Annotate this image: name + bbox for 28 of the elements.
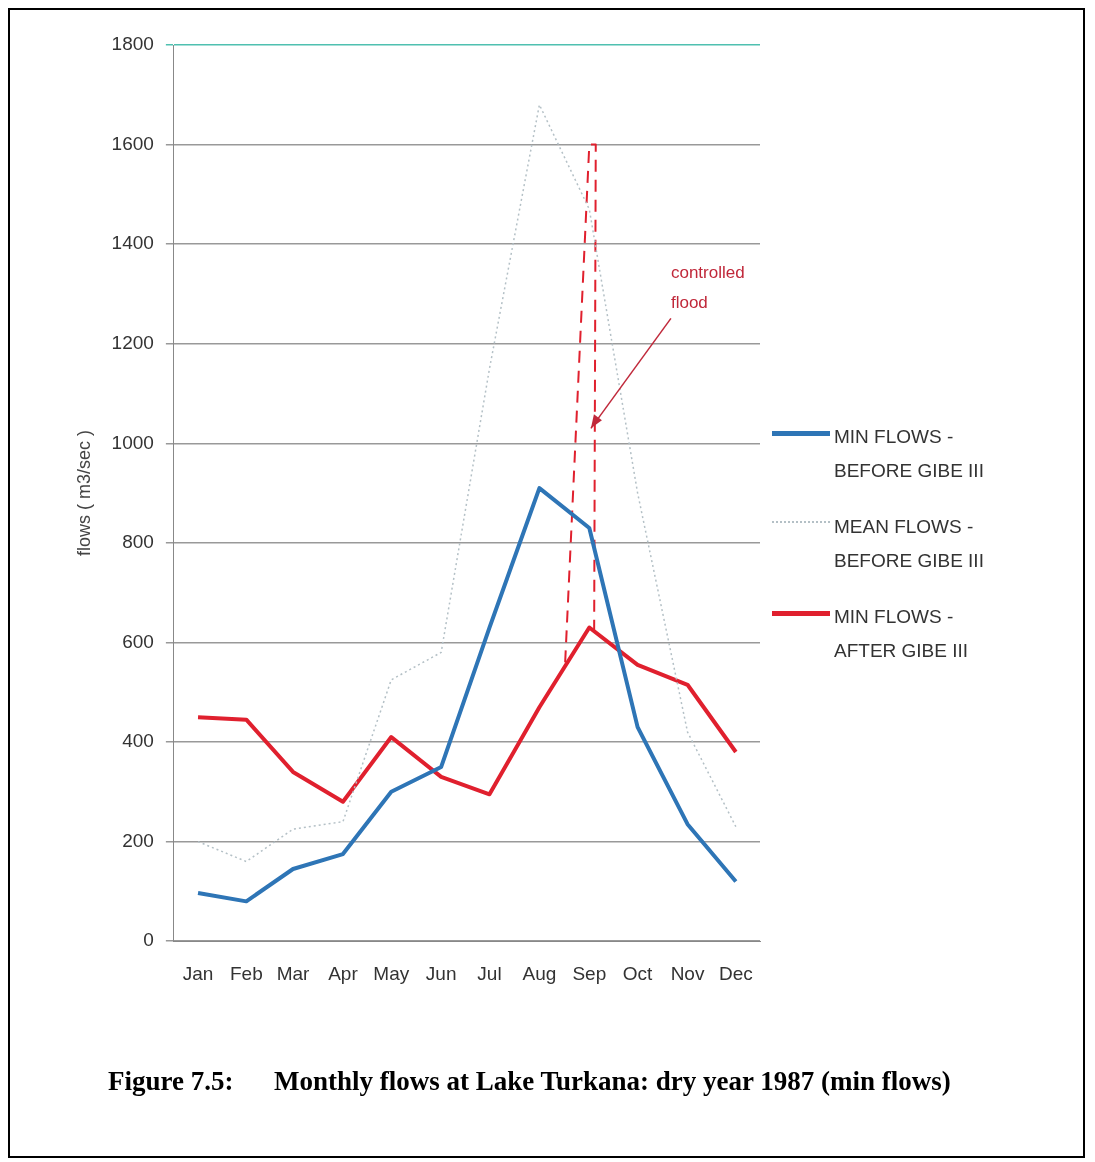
y-tick-label: 200 bbox=[122, 829, 154, 851]
x-tick-label: Apr bbox=[328, 962, 359, 984]
legend-label: MEAN FLOWS - BEFORE GIBE III bbox=[834, 515, 984, 573]
y-axis-title: flows ( m3/sec ) bbox=[73, 430, 94, 557]
annotation: controlled flood bbox=[670, 263, 745, 313]
y-tick-label: 1400 bbox=[111, 232, 154, 254]
y-tick-label: 1000 bbox=[111, 431, 154, 453]
y-tick-label: 600 bbox=[122, 630, 154, 652]
legend-label: MIN FLOWS - AFTER GIBE III bbox=[834, 605, 970, 663]
y-tick-label: 1600 bbox=[111, 132, 154, 154]
x-tick-label: May bbox=[373, 962, 410, 984]
x-tick-label: Aug bbox=[522, 962, 557, 984]
x-tick-label: Jan bbox=[182, 962, 214, 984]
y-tick-label: 1800 bbox=[111, 33, 154, 55]
x-tick-label: Dec bbox=[718, 962, 753, 984]
text: Figure 7.5: Monthly flows at Lake Turkana: dry year 1987 (min flows) bbox=[108, 1066, 951, 1097]
y-tick-label: 1200 bbox=[111, 331, 154, 353]
y-tick-label: 800 bbox=[122, 531, 154, 553]
x-tick-label: Oct bbox=[622, 962, 654, 984]
x-tick-label: Jul bbox=[477, 962, 502, 984]
x-tick-label: Jun bbox=[425, 962, 457, 984]
legend-label: MIN FLOWS - BEFORE GIBE III bbox=[834, 425, 984, 483]
x-tick-label: Mar bbox=[276, 962, 311, 984]
y-tick-label: 0 bbox=[143, 929, 154, 951]
y-tick-label: 400 bbox=[122, 730, 154, 752]
x-tick-label: Nov bbox=[670, 962, 705, 984]
x-tick-label: Sep bbox=[572, 962, 607, 984]
x-tick-label: Feb bbox=[229, 962, 263, 984]
